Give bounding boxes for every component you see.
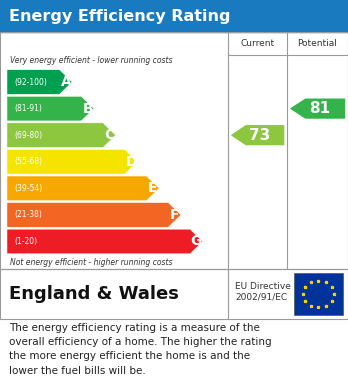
Polygon shape — [7, 176, 159, 201]
Text: (81-91): (81-91) — [14, 104, 42, 113]
Text: EU Directive
2002/91/EC: EU Directive 2002/91/EC — [235, 282, 291, 301]
Text: Not energy efficient - higher running costs: Not energy efficient - higher running co… — [10, 258, 173, 267]
Text: (55-68): (55-68) — [14, 157, 42, 166]
Text: (1-20): (1-20) — [14, 237, 37, 246]
Polygon shape — [7, 203, 181, 227]
Polygon shape — [7, 123, 116, 147]
Polygon shape — [290, 99, 345, 119]
Text: (92-100): (92-100) — [14, 77, 47, 86]
Text: (69-80): (69-80) — [14, 131, 42, 140]
Text: 73: 73 — [249, 128, 270, 143]
Text: (21-38): (21-38) — [14, 210, 42, 219]
Text: Energy Efficiency Rating: Energy Efficiency Rating — [9, 9, 230, 23]
Text: B: B — [82, 102, 93, 116]
Bar — [294, 273, 343, 315]
Polygon shape — [7, 96, 94, 121]
Text: (39-54): (39-54) — [14, 184, 42, 193]
Polygon shape — [7, 70, 72, 94]
Polygon shape — [7, 229, 203, 254]
Text: Potential: Potential — [298, 39, 338, 48]
Text: C: C — [104, 128, 114, 142]
Text: F: F — [170, 208, 179, 222]
Polygon shape — [7, 149, 137, 174]
Text: England & Wales: England & Wales — [9, 285, 179, 303]
Text: D: D — [125, 155, 137, 169]
Polygon shape — [231, 125, 284, 145]
Text: Current: Current — [240, 39, 275, 48]
Text: The energy efficiency rating is a measure of the
overall efficiency of a home. T: The energy efficiency rating is a measur… — [9, 323, 271, 376]
Text: A: A — [61, 75, 71, 89]
Text: E: E — [148, 181, 158, 196]
Text: Very energy efficient - lower running costs: Very energy efficient - lower running co… — [10, 56, 173, 65]
Text: 81: 81 — [309, 101, 331, 116]
Text: G: G — [191, 235, 202, 249]
